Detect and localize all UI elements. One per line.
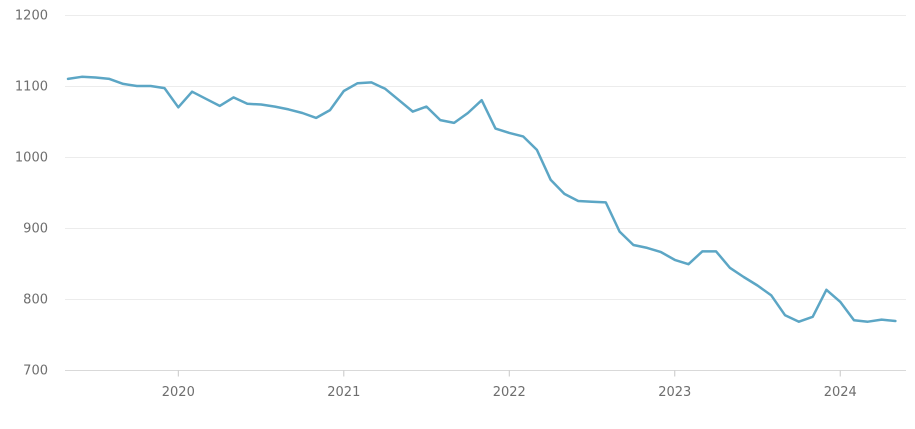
y-axis-label: 800: [23, 293, 48, 308]
x-axis-label: 2024: [824, 385, 857, 400]
x-axis-label: 2021: [327, 385, 360, 400]
data-line-series: [66, 75, 897, 323]
x-axis-label: 2020: [162, 385, 195, 400]
y-axis-label: 1200: [15, 9, 48, 24]
x-axis-label: 2022: [493, 385, 526, 400]
y-axis-label: 1000: [15, 151, 48, 166]
y-axis-label: 900: [23, 222, 48, 237]
y-axis-label: 1100: [15, 80, 48, 95]
x-axis-label: 2023: [658, 385, 691, 400]
y-axis-label: 700: [23, 364, 48, 379]
